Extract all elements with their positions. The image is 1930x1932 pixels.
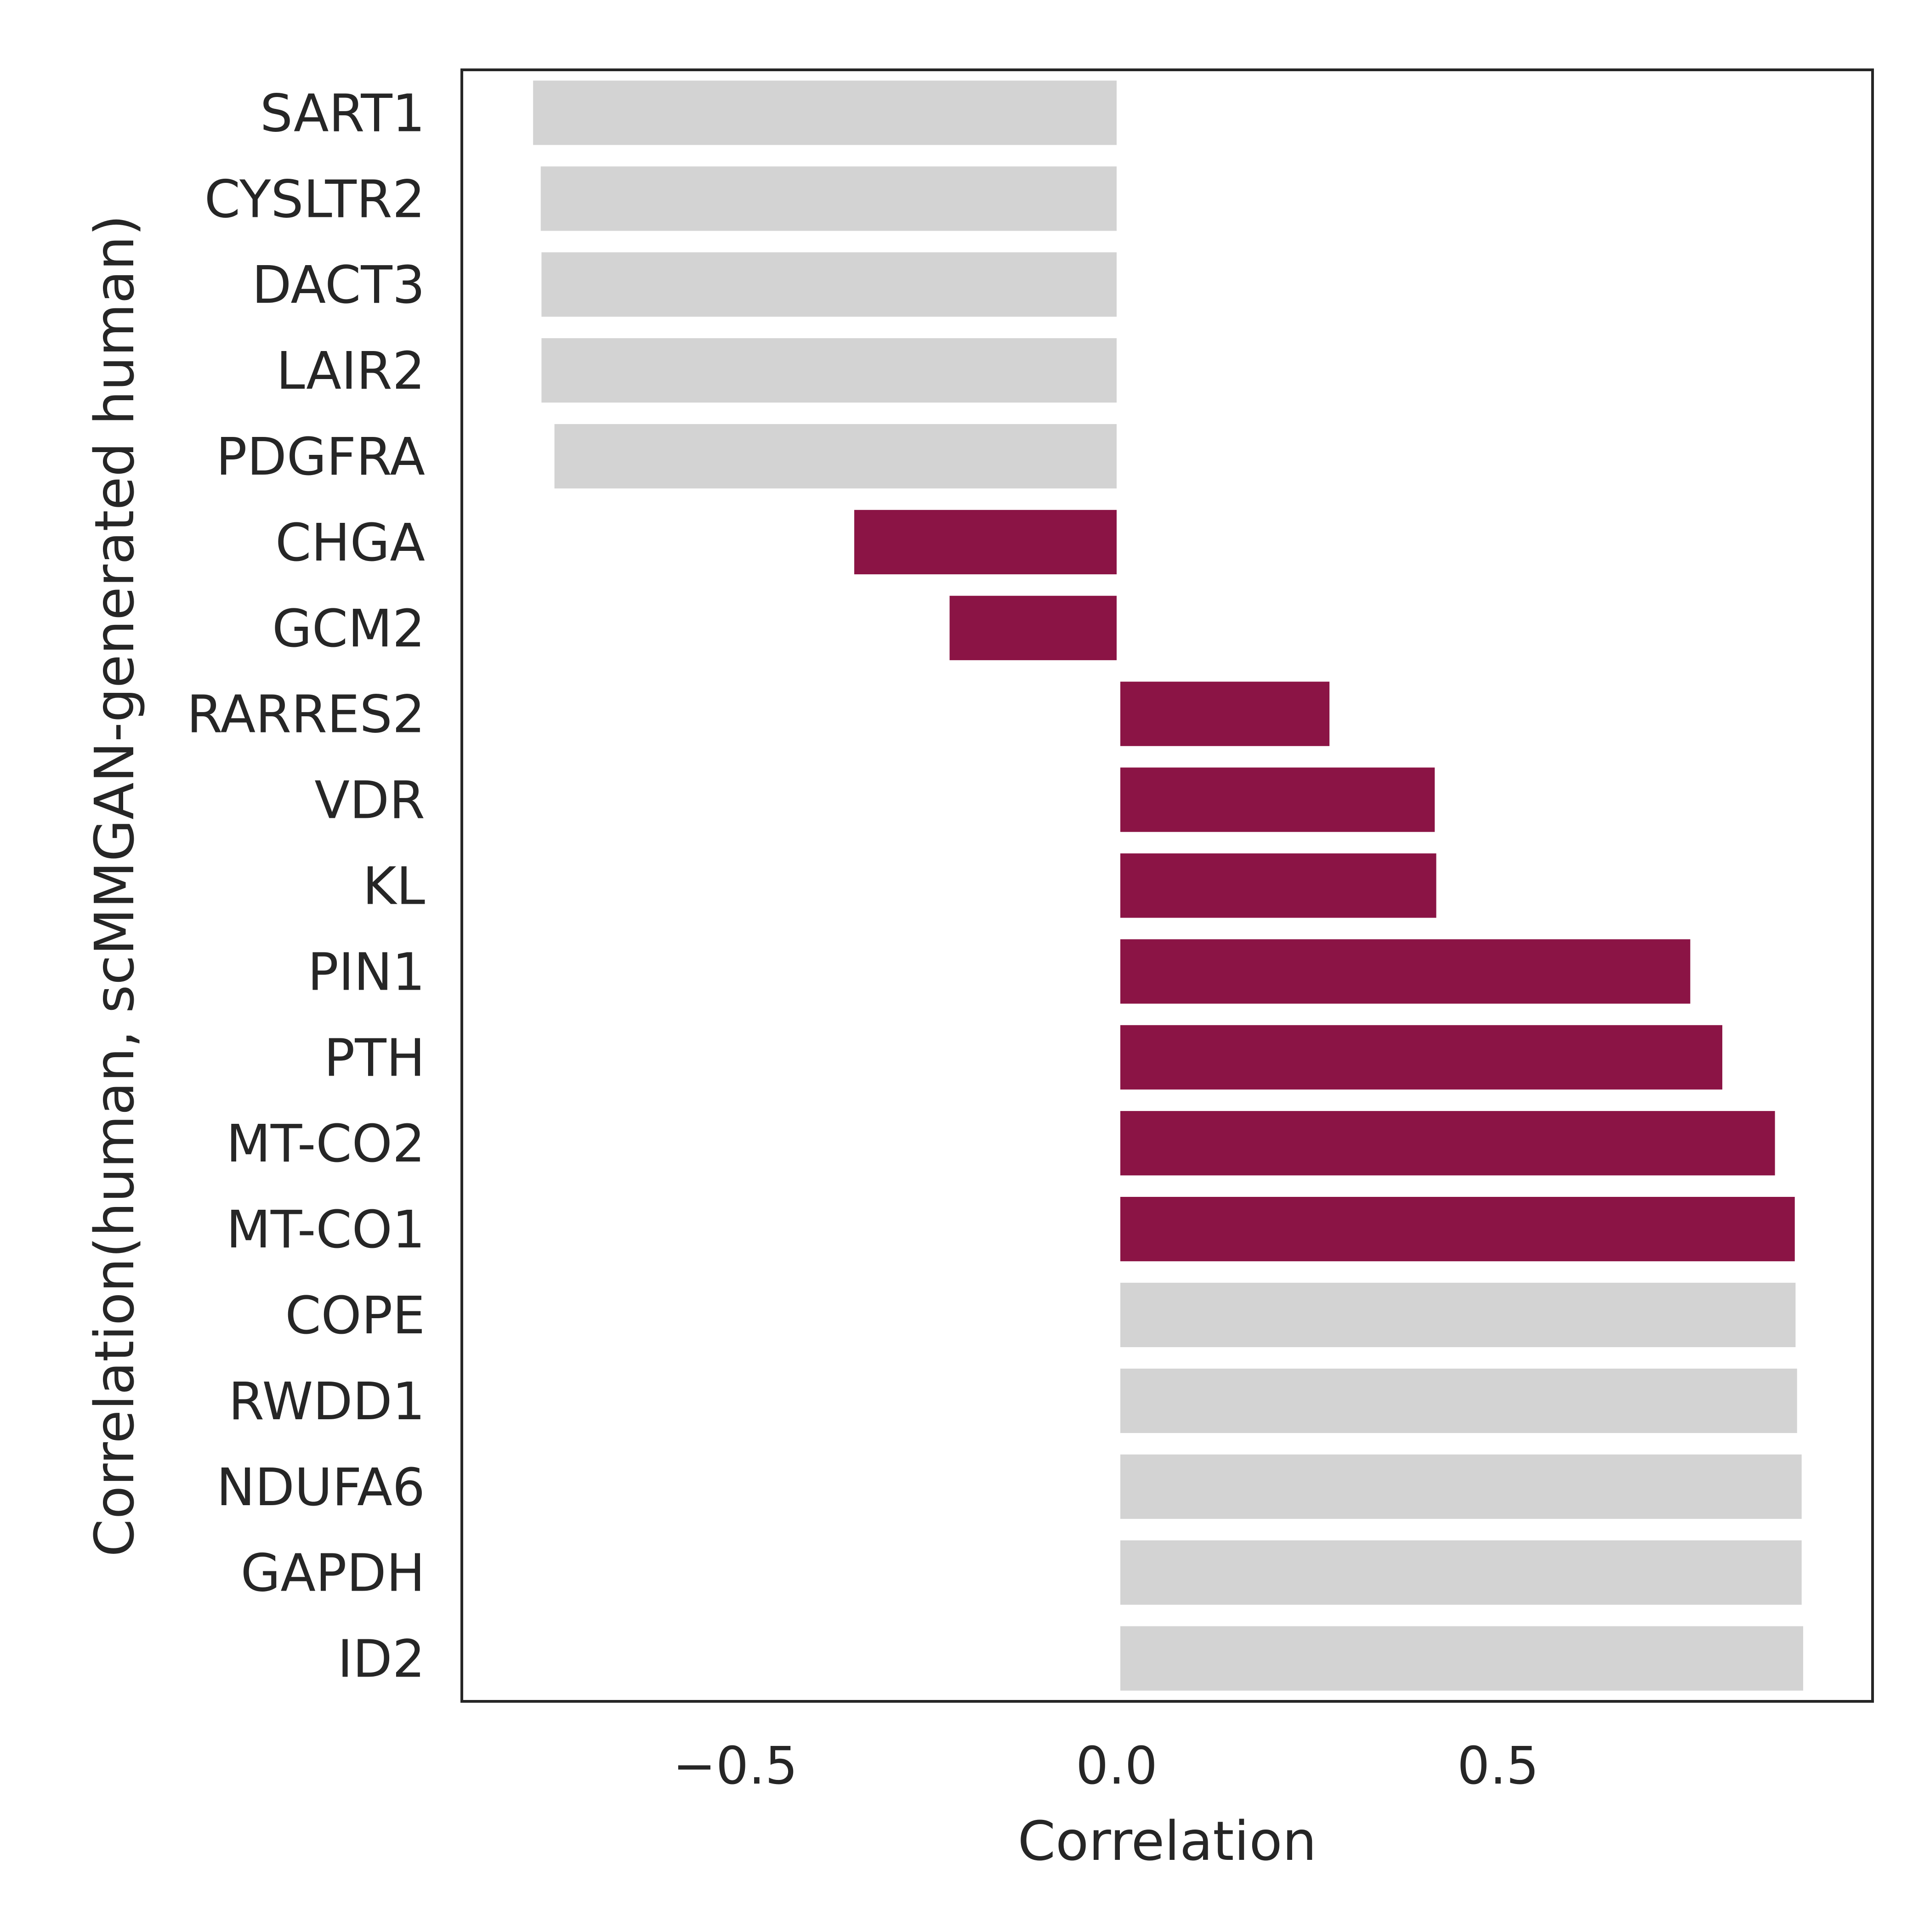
y-tick-label: RARRES2	[187, 685, 425, 745]
x-tick-label: 0.0	[1076, 1736, 1158, 1796]
y-tick-label: PDGFRA	[216, 427, 425, 487]
y-tick-label: DACT3	[252, 255, 425, 315]
bar-vdr	[1120, 767, 1435, 832]
y-tick-label: PTH	[324, 1028, 425, 1088]
bar-rarres2	[1120, 681, 1330, 746]
bar-ndufa6	[1120, 1454, 1802, 1519]
y-tick-label: GCM2	[272, 599, 425, 659]
y-tick-label: SART1	[260, 84, 425, 143]
x-tick-label: 0.5	[1457, 1736, 1539, 1796]
y-tick-label: PIN1	[307, 942, 425, 1002]
bar-pth	[1120, 1025, 1723, 1090]
bar-cope	[1120, 1282, 1796, 1348]
bars-group	[533, 80, 1803, 1691]
y-tick-label: COPE	[285, 1286, 425, 1346]
bar-chga	[854, 510, 1117, 575]
bar-sart1	[533, 80, 1117, 145]
y-tick-label: RWDD1	[228, 1372, 425, 1432]
y-axis-label: Correlation(human, scMMGAN-generated hum…	[83, 215, 146, 1557]
y-tick-label: CYSLTR2	[204, 170, 425, 229]
y-tick-label: MT-CO2	[226, 1114, 425, 1174]
y-tick-label: GAPDH	[241, 1544, 425, 1603]
x-axis-label: Correlation	[1018, 1809, 1317, 1873]
bar-mt-co2	[1120, 1111, 1775, 1176]
bar-pin1	[1120, 939, 1691, 1004]
bar-dact3	[541, 252, 1117, 317]
plot-frame	[460, 68, 1874, 1703]
y-tick-label: CHGA	[275, 513, 425, 573]
bar-rwdd1	[1120, 1368, 1797, 1433]
y-tick-label: VDR	[314, 771, 425, 831]
bar-cysltr2	[540, 166, 1117, 231]
x-tick-label: −0.5	[673, 1736, 798, 1796]
y-tick-labels: SART1 CYSLTR2 DACT3 LAIR2 PDGFRA CHGA GCM2 RARR…	[187, 84, 425, 1689]
y-tick-label: NDUFA6	[216, 1458, 425, 1518]
y-tick-label: MT-CO1	[226, 1200, 425, 1260]
bar-mt-co1	[1120, 1196, 1795, 1262]
y-tick-label: KL	[363, 857, 425, 917]
x-ticks: −0.5 0.0 0.5	[673, 1736, 1539, 1796]
bar-kl	[1120, 853, 1436, 918]
bar-id2	[1120, 1626, 1803, 1691]
bar-gcm2	[949, 595, 1117, 660]
bar-gapdh	[1120, 1540, 1802, 1605]
bar-lair2	[541, 338, 1117, 403]
bar-pdgfra	[554, 424, 1117, 489]
y-tick-label: ID2	[337, 1630, 425, 1689]
y-tick-label: LAIR2	[276, 341, 425, 401]
